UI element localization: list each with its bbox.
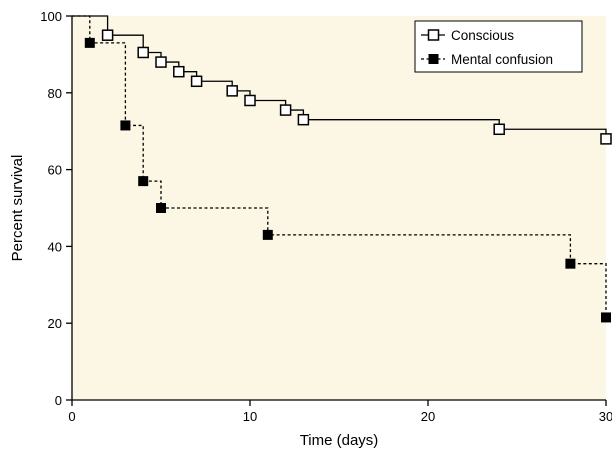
- data-point-mental-confusion: [262, 229, 273, 240]
- data-point-conscious: [137, 46, 149, 59]
- legend-marker-conscious: [427, 29, 440, 41]
- x-tick-label: 30: [599, 409, 612, 424]
- data-point-mental-confusion: [565, 258, 576, 269]
- data-point-conscious: [244, 94, 256, 107]
- axis-ticks: 0 10 20 30 0 20 40 60 80 100: [40, 9, 612, 424]
- data-point-conscious: [493, 123, 505, 136]
- series-line-mental-confusion: [72, 15, 607, 318]
- data-point-conscious: [173, 65, 185, 78]
- data-point-mental-confusion: [84, 37, 95, 48]
- y-tick-label: 100: [40, 9, 62, 24]
- x-tick-label: 10: [243, 409, 257, 424]
- data-point-conscious: [279, 104, 292, 116]
- legend: Conscious Mental confusion: [414, 20, 583, 73]
- data-point-mental-confusion: [156, 203, 166, 213]
- data-point-conscious: [190, 75, 203, 88]
- x-axis-title: Time (days): [300, 432, 379, 449]
- data-point-mental-confusion: [601, 312, 611, 323]
- y-tick-label: 80: [48, 86, 62, 101]
- y-tick-label: 60: [48, 163, 62, 178]
- data-point-conscious: [297, 113, 310, 126]
- data-point-conscious: [155, 56, 167, 68]
- data-point-conscious: [600, 133, 612, 145]
- x-tick-label: 20: [421, 409, 435, 424]
- y-tick-label: 20: [48, 316, 62, 331]
- y-tick-label: 40: [48, 239, 62, 254]
- survival-curves: [72, 15, 612, 323]
- x-tick-label: 0: [68, 409, 75, 424]
- plot-background: [72, 16, 606, 400]
- y-axis-title: Percent survival: [9, 155, 26, 262]
- axes: [71, 16, 606, 401]
- series-line-conscious: [72, 15, 607, 139]
- legend-label-conscious: Conscious: [451, 28, 514, 43]
- data-point-mental-confusion: [138, 176, 149, 187]
- data-point-conscious: [226, 85, 238, 97]
- y-tick-label: 0: [55, 393, 62, 408]
- legend-label-mental-confusion: Mental confusion: [451, 52, 553, 67]
- legend-box: [414, 20, 583, 73]
- data-point-conscious: [101, 29, 114, 41]
- data-point-mental-confusion: [120, 120, 131, 131]
- legend-marker-mental-confusion: [428, 54, 439, 64]
